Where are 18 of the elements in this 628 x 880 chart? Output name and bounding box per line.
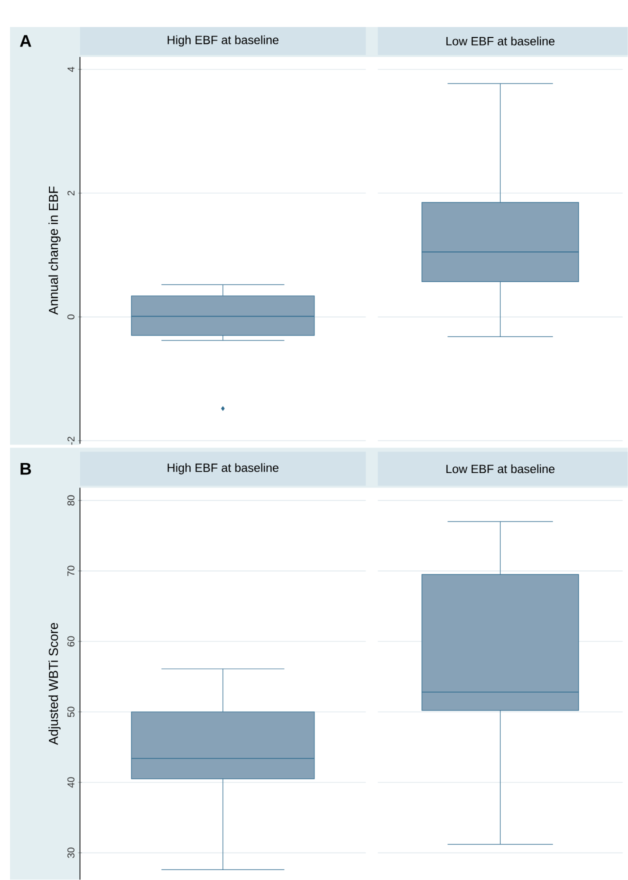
y-tick-label: 80 bbox=[68, 495, 75, 506]
y-tick-label: 30 bbox=[68, 848, 75, 858]
y-tick-label: 70 bbox=[68, 566, 75, 576]
chart-title: B bbox=[20, 462, 32, 475]
x-tick-label: High EBF at baseline bbox=[168, 35, 279, 47]
y-tick-label: 50 bbox=[68, 706, 75, 718]
y-tick-label: 60 bbox=[68, 636, 75, 646]
y-axis-title: Adjusted WBTi Score bbox=[48, 623, 61, 745]
y-tick-label: 0 bbox=[68, 314, 75, 320]
x-tick-label: Low EBF at baseline bbox=[446, 464, 555, 474]
x-tick-label: High EBF at baseline bbox=[168, 463, 279, 474]
y-axis-title: Annual change in EBF bbox=[48, 186, 61, 315]
chart-title: A bbox=[20, 35, 32, 47]
y-tick-label: 2 bbox=[68, 190, 75, 196]
y-tick-label: -2 bbox=[68, 436, 75, 445]
y-tick-label: 40 bbox=[68, 777, 75, 788]
x-tick-label: Low EBF at baseline bbox=[446, 36, 555, 46]
y-tick-label: 4 bbox=[68, 66, 75, 72]
